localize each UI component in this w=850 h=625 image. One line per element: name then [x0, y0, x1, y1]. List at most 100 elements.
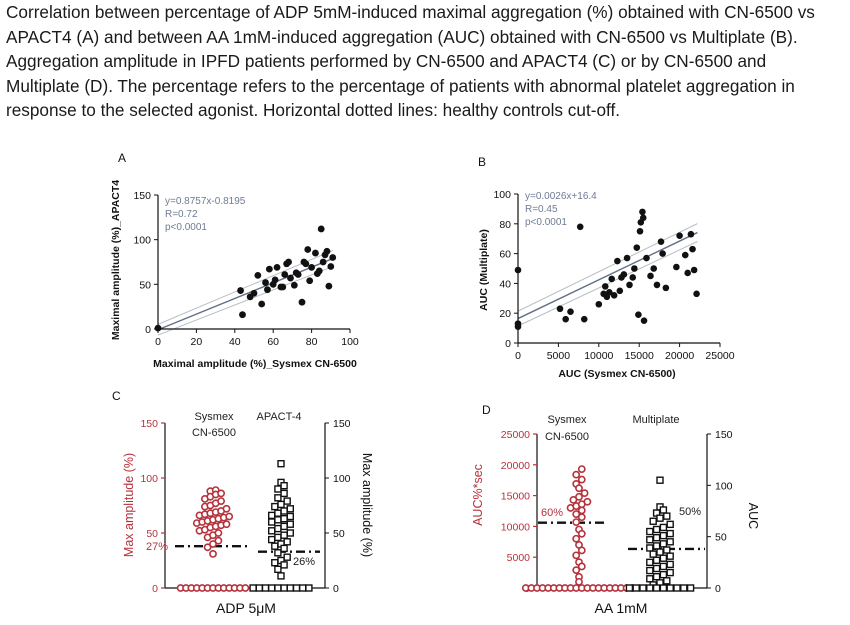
panel-a-point: [325, 282, 333, 290]
panel-c-point-red: [209, 540, 217, 548]
panel-c-y-title: Max amplitude (%): [122, 453, 136, 557]
panel-a-point: [265, 265, 273, 273]
panel-a-point: [281, 271, 289, 278]
panel-d-point-square: [680, 584, 688, 592]
panel-c-point-square: [280, 489, 288, 498]
panel-c-point-red: [203, 543, 212, 552]
panel-b-point: [601, 283, 609, 290]
panel-a: A 0 20 40 60 80 100 0 50 100 150 y=0.8757x-0.8195…: [110, 151, 359, 370]
panel-d-point-red: [569, 496, 578, 504]
panel-d-point-red: [577, 506, 586, 515]
panel-d-point-square: [659, 562, 668, 571]
panel-d-point-square: [652, 556, 661, 564]
panel-a-point: [298, 298, 306, 306]
panel-c-point-red: [217, 497, 225, 505]
panel-c-point-square: [299, 584, 307, 592]
panel-d-point-square: [663, 577, 671, 585]
panel-d-point-square: [652, 573, 661, 581]
panel-b-point: [640, 317, 648, 324]
panel-a-point: [329, 254, 337, 261]
panel-b-equation: y=0.0026x+16.4: [525, 191, 597, 202]
panel-d-point-red: [577, 529, 586, 538]
panel-c-point-square: [283, 538, 291, 546]
panel-d-point-red: [577, 465, 586, 474]
panel-d-point-square: [656, 514, 664, 522]
panel-c-left-tick-label: 100: [140, 473, 158, 485]
panel-a-y-tick-label: 100: [133, 235, 151, 247]
panel-b-ci-upper: [517, 223, 698, 312]
panel-a-point: [294, 271, 302, 278]
panel-d-point-square: [686, 584, 695, 592]
panel-a-y-tick-label: 0: [145, 324, 151, 336]
panel-d-point-square: [639, 584, 647, 592]
panel-a-ticks: 0 20 40 60 80 100 0 50 100 150: [133, 190, 358, 348]
panel-d-y-title: AUC%*sec: [471, 464, 485, 526]
panel-b-point: [633, 244, 641, 251]
panel-d-point-square: [652, 533, 661, 542]
panel-d-pct-1: 60%: [541, 507, 563, 519]
panel-b-x-tick-label: 0: [515, 350, 521, 362]
panel-d-point-square: [646, 584, 654, 592]
panel-b-point: [629, 274, 637, 281]
panel-b-point: [662, 284, 670, 292]
panel-b-point: [514, 323, 522, 330]
panel-c-points: [175, 460, 320, 592]
panel-c-point-square: [271, 542, 279, 550]
panel-b-x-tick-label: 25000: [705, 350, 734, 362]
panel-d-point-square: [646, 575, 654, 583]
panel-a-point: [317, 225, 325, 233]
panel-c-point-square: [268, 535, 276, 544]
panel-b-p: p<0.0001: [525, 217, 567, 228]
panel-c-point-square: [286, 584, 294, 592]
panel-d-series1-name-2: CN-6500: [545, 431, 589, 443]
panel-c-point-square: [283, 553, 291, 561]
panel-b-point: [620, 271, 628, 278]
panel-b-point: [623, 254, 631, 262]
panel-b-points: [514, 208, 700, 330]
panel-d-point-square: [646, 558, 654, 567]
panel-d-ticks: 0500010000150002000025000050100150: [501, 429, 733, 595]
panel-b-x-tick-label: 20000: [665, 350, 694, 362]
panel-b-ci-lower: [517, 241, 698, 327]
panel-c-point-square: [274, 524, 282, 533]
panel-c-point-square: [280, 522, 288, 531]
panel-c-point-red: [214, 529, 223, 537]
panel-b-point: [635, 311, 642, 318]
panel-b-point: [608, 275, 616, 283]
panel-d-point-square: [659, 554, 668, 562]
panel-d-label: D: [482, 403, 491, 417]
panel-a-x-title: Maximal amplitude (%)_Sysmex CN-6500: [153, 358, 357, 370]
panel-c-point-square: [268, 584, 276, 592]
panel-b-y-title: AUC (Multiplate): [478, 229, 490, 311]
panel-d-point-red: [577, 546, 586, 555]
panel-a-point: [239, 311, 246, 319]
panel-b-x-tick-label: 5000: [547, 350, 571, 362]
panel-b-point: [576, 223, 584, 231]
panel-b-point: [687, 230, 695, 238]
panel-d-point-square: [646, 536, 654, 544]
panel-a-points: [154, 225, 337, 332]
panel-d-point-red: [572, 518, 581, 526]
panel-c-y-title-right: Max amplitude (%): [360, 453, 374, 557]
panel-d-point-square: [659, 570, 668, 579]
panel-b-point: [606, 289, 613, 296]
panel-a-point: [319, 258, 327, 266]
panel-a-p: p<0.0001: [165, 222, 207, 233]
panel-b-y-tick-label: 20: [499, 308, 511, 320]
panel-d-x-title: AA 1mM: [595, 600, 648, 616]
panel-c-point-square: [274, 565, 282, 573]
panel-a-point: [327, 263, 335, 270]
panel-a-equation: y=0.8757x-0.8195: [165, 196, 246, 207]
panel-d-right-tick-label: 0: [715, 583, 721, 595]
panel-b-point: [595, 300, 603, 308]
panel-d: D 0500010000150002000025000050100150 Sys…: [471, 403, 760, 616]
panel-d-point-square: [646, 544, 654, 552]
panel-d-left-tick-label: 25000: [501, 429, 530, 441]
panel-d-point-square: [666, 552, 674, 560]
panel-c-point-square: [274, 509, 282, 517]
panel-c-pct-1: 27%: [146, 541, 168, 553]
panel-c-point-square: [274, 549, 282, 557]
panel-d-point-square: [656, 476, 664, 484]
panel-d-point-red: [572, 470, 581, 479]
panel-c-left-tick-label: 50: [146, 528, 158, 540]
